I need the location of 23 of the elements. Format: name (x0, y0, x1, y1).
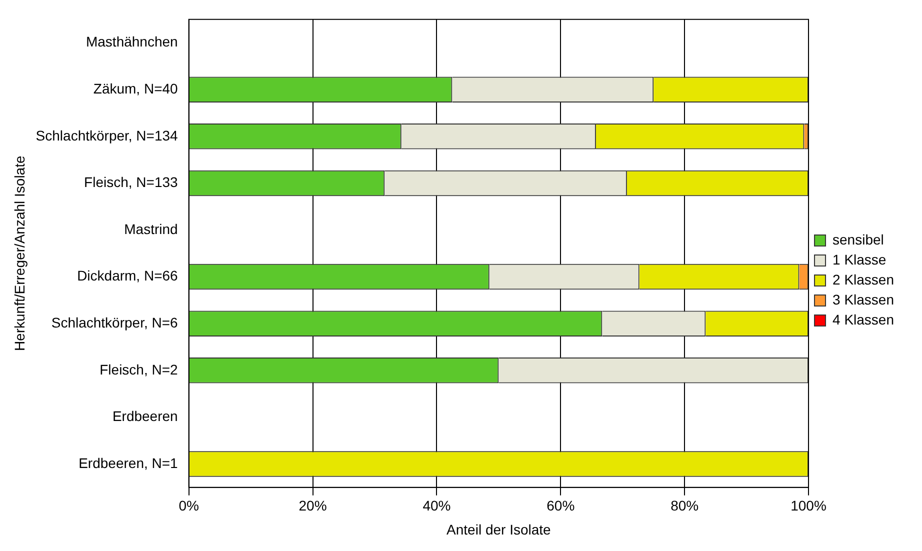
legend-label: 2 Klassen (832, 271, 894, 288)
y-tick-label: Schlachtkörper, N=134 (36, 127, 178, 144)
y-tick-label: Fleisch, N=2 (100, 361, 178, 378)
y-tick-label: Fleisch, N=133 (84, 174, 178, 190)
y-tick-label: Zäkum, N=40 (93, 80, 178, 96)
y-tick-label: Schlachtkörper, N=6 (51, 314, 178, 330)
y-tick-label: Dickdarm, N=66 (77, 268, 178, 284)
legend-label: sensibel (832, 231, 884, 248)
y-tick-label: Erdbeeren, N=1 (78, 454, 178, 471)
legend-label: 1 Klasse (832, 251, 886, 268)
y-axis-title: Herkunft/Erreger/Anzahl Isolate (11, 156, 28, 352)
legend-label: 3 Klassen (832, 291, 894, 308)
legend-label: 4 Klassen (832, 311, 894, 328)
x-tick-label: 80% (670, 498, 699, 514)
x-tick-label: 20% (298, 498, 327, 514)
x-tick-label: 0% (178, 498, 199, 514)
y-tick-label: Mastrind (124, 220, 178, 237)
x-axis-title: Anteil der Isolate (446, 521, 552, 538)
y-tick-label: Erdbeeren (112, 408, 178, 424)
x-tick-label: 100% (790, 498, 826, 514)
x-tick-label: 40% (422, 498, 451, 514)
y-tick-label: Masthähnchen (86, 34, 178, 50)
x-tick-label: 60% (546, 498, 575, 514)
